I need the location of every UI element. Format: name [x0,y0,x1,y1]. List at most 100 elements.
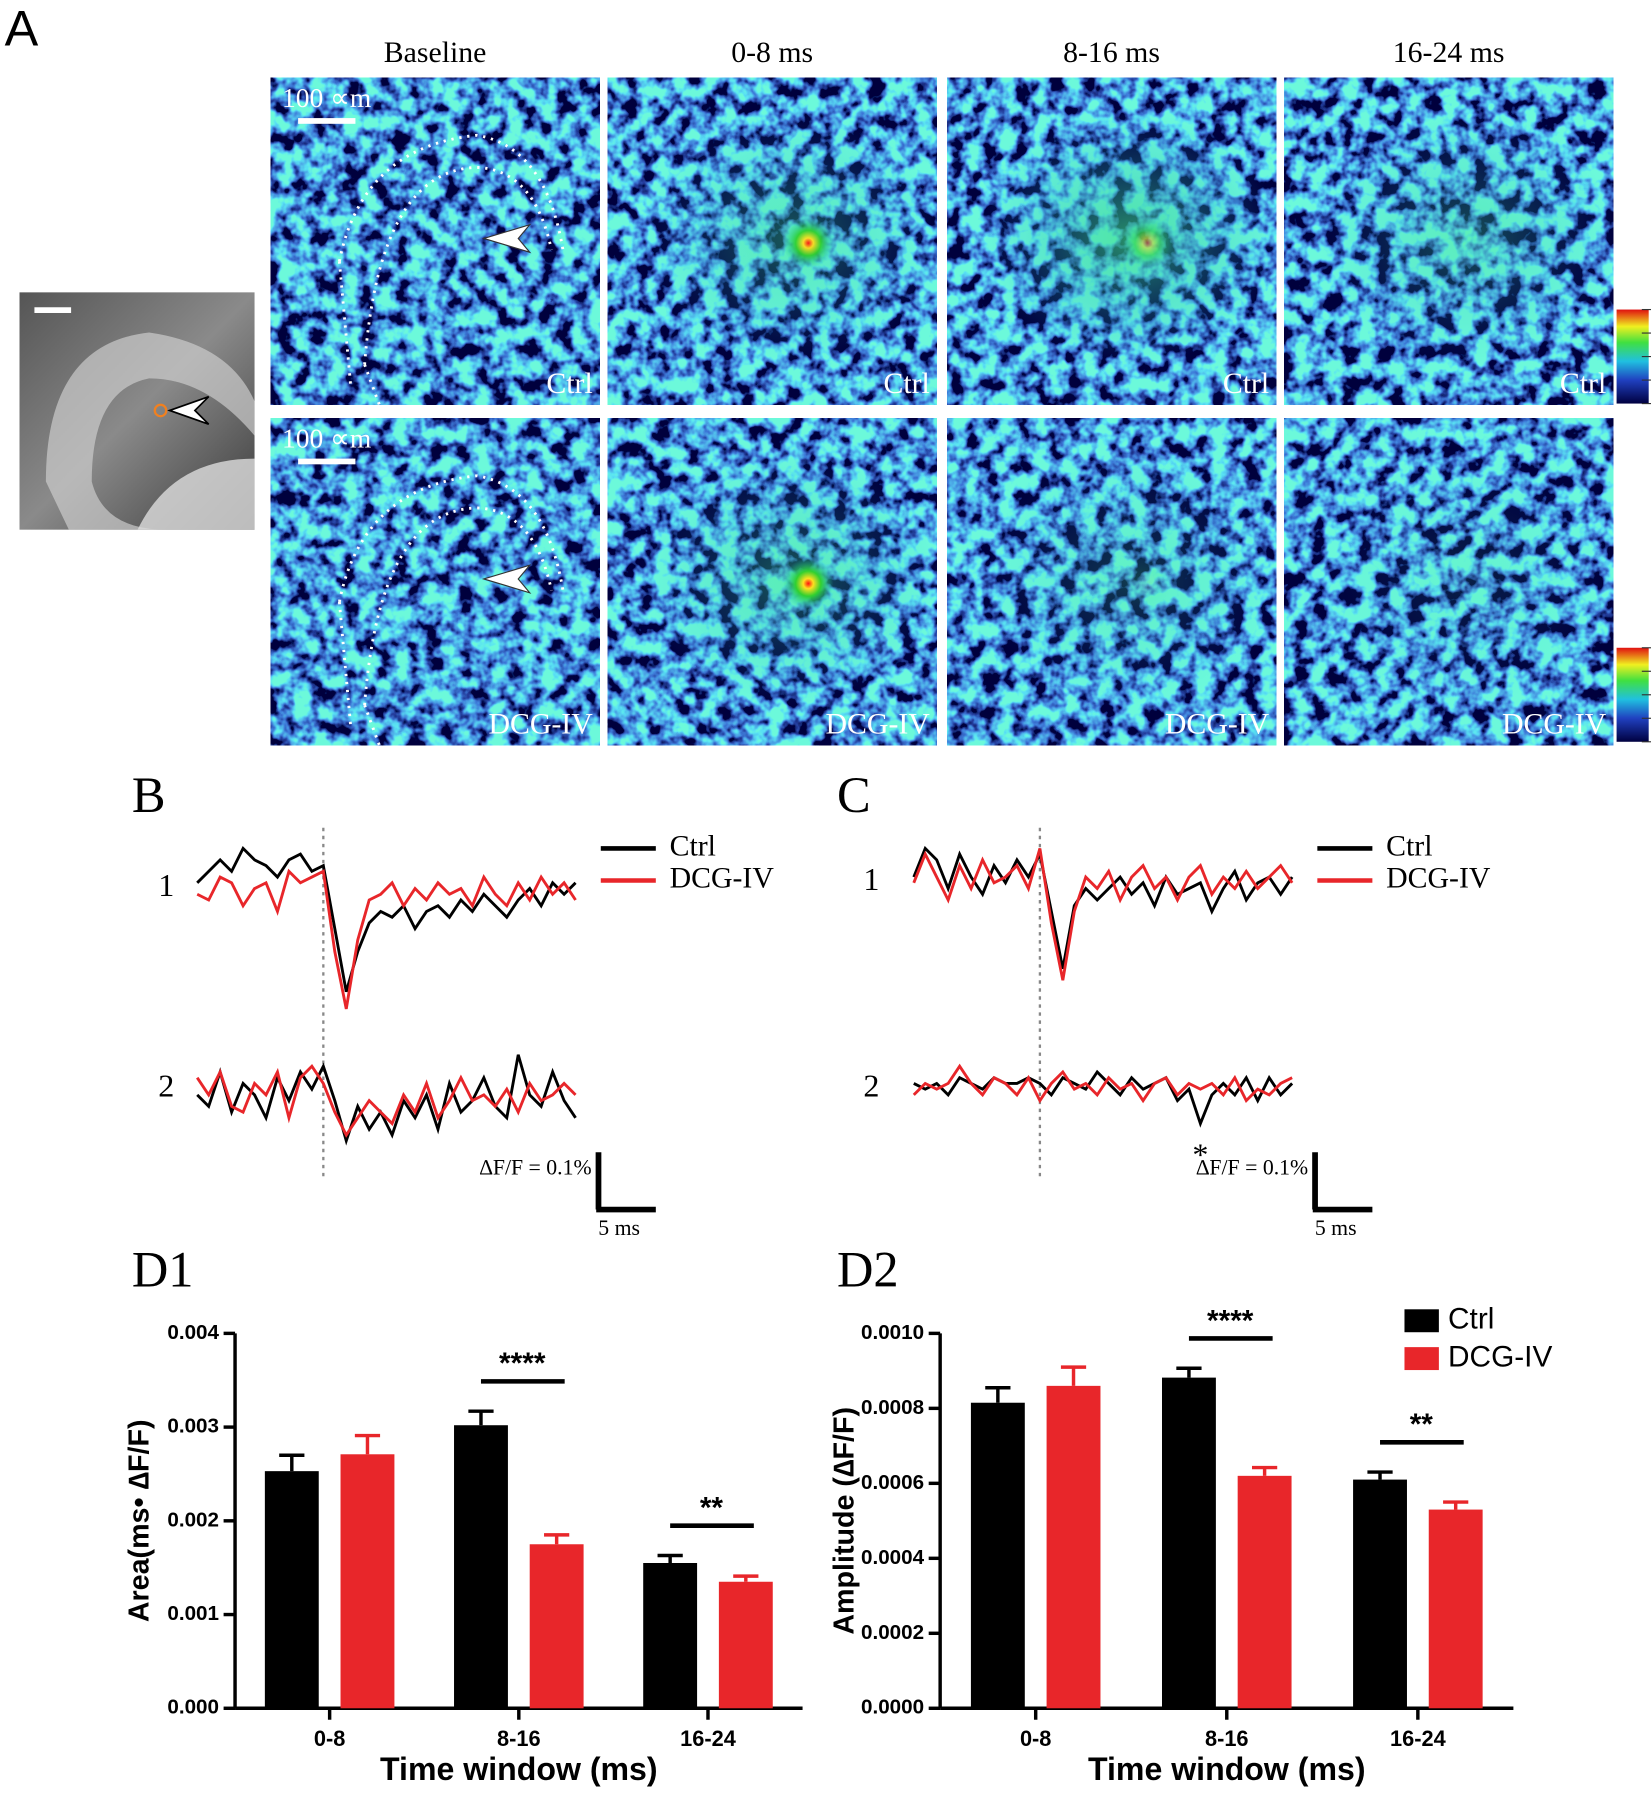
scale-bar [298,458,356,465]
x-axis-label: Time window (ms) [1088,1751,1366,1787]
hot-spot [783,558,834,609]
scale-label-y: ∆F/F = 0.1% [1196,1155,1308,1179]
y-tick-label: 0.002 [167,1508,219,1531]
stimulation-arrow [481,223,532,254]
bar [1161,1377,1216,1709]
region-outline [363,165,553,365]
bar [454,1425,508,1709]
significance-label: ** [700,1492,724,1525]
hot-spot [1122,558,1173,609]
bar [264,1471,319,1709]
column-title: 8-16 ms [1063,36,1160,69]
inset-image [19,292,255,530]
legend-label: Ctrl [1448,1303,1494,1336]
y-tick-label: 0.0002 [861,1621,924,1644]
bar [1046,1385,1101,1709]
bar [970,1402,1025,1709]
scale-label-x: 5 ms [1315,1216,1357,1240]
trace-line [196,1054,577,1146]
legend-label: DCG-IV [1386,861,1491,894]
trace-line [196,1063,577,1138]
bar [1428,1509,1483,1709]
region-outline [363,704,404,809]
scale-bar-label: 100 ∝m [282,82,371,113]
condition-label: Ctrl [546,367,592,400]
x-tick-label: 0-8 [314,1726,345,1751]
significance-mark: * [1192,1136,1208,1172]
bar [1237,1475,1292,1709]
legend-swatch [1404,1347,1439,1371]
region-outline [337,601,353,729]
heatmap-image [270,77,600,405]
condition-label: Ctrl [1223,367,1269,400]
panel-a: A Baseline Ctrl 100 ∝m DCG-IV 100 ∝m 0-8 ms Ctr… [5,0,1651,809]
legend-label: DCG-IV [1448,1340,1552,1373]
region-outline [337,133,565,262]
bar-charts: D1 0.000 0.001 0.002 0.003 0.004 Area(ms• ∆F/F… [124,1241,1553,1786]
panel-label: C [837,767,871,823]
hot-spot [783,217,834,269]
column-title: Baseline [384,36,487,69]
row-label: 2 [158,1068,174,1104]
y-tick-label: 0.0010 [861,1321,924,1344]
scale-label-x: 5 ms [598,1216,640,1240]
bar [340,1454,395,1709]
region-outline [337,474,565,603]
region-outline [337,261,353,388]
y-axis-label: Amplitude (∆F/F) [829,1407,861,1635]
legend-label: Ctrl [1386,829,1432,862]
condition-label: DCG-IV [1502,708,1607,741]
condition-label: Ctrl [883,367,929,400]
row-label: 1 [863,861,879,897]
trace-line [912,848,1294,981]
trace-line [196,868,577,1010]
scale-label-y: ∆F/F = 0.1% [480,1155,592,1179]
column-title: 0-8 ms [731,36,813,69]
legend-label: DCG-IV [670,861,775,894]
trace-line [913,1069,1294,1128]
x-tick-label: 8-16 [1205,1726,1249,1751]
panel-label: A [5,0,39,56]
bar [718,1581,773,1709]
panel-label: D1 [132,1241,194,1297]
significance-label: ** [1410,1408,1434,1441]
panel-label: D2 [837,1241,899,1297]
x-tick-label: 16-24 [1390,1726,1446,1751]
trace-line [196,845,577,993]
condition-label: DCG-IV [1165,708,1270,741]
legend-label: Ctrl [670,829,716,862]
y-tick-label: 0.001 [167,1602,219,1625]
region-outline [363,506,553,706]
column-title: 16-24 ms [1393,36,1505,69]
stimulation-arrow [481,564,532,594]
y-tick-label: 0.0000 [861,1696,924,1719]
activation-spread [1318,112,1617,365]
y-tick-label: 0.0006 [861,1471,924,1494]
row-label: 1 [158,867,174,903]
scale-bar-label: 100 ∝m [282,423,371,454]
condition-label: DCG-IV [488,708,593,741]
scale-bar [298,118,356,124]
bar [529,1544,584,1709]
bar [1353,1479,1407,1709]
x-tick-label: 8-16 [497,1726,541,1751]
y-tick-label: 0.000 [167,1696,219,1719]
panel-label: B [132,767,166,823]
row-label: 2 [863,1068,879,1104]
activation-spread [1318,452,1617,706]
condition-label: Ctrl [1560,367,1606,400]
significance-label: **** [1207,1304,1254,1337]
condition-label: DCG-IV [826,708,931,741]
y-tick-label: 0.004 [167,1321,219,1344]
bar [643,1563,698,1709]
y-tick-label: 0.0004 [861,1546,925,1569]
hot-spot [1122,217,1173,269]
x-tick-label: 16-24 [680,1726,736,1751]
y-tick-label: 0.003 [167,1415,219,1438]
trace-line [912,845,1294,970]
trace-line [912,1063,1293,1104]
y-axis-label: Area(ms• ∆F/F) [124,1419,156,1622]
region-outline [363,364,404,469]
